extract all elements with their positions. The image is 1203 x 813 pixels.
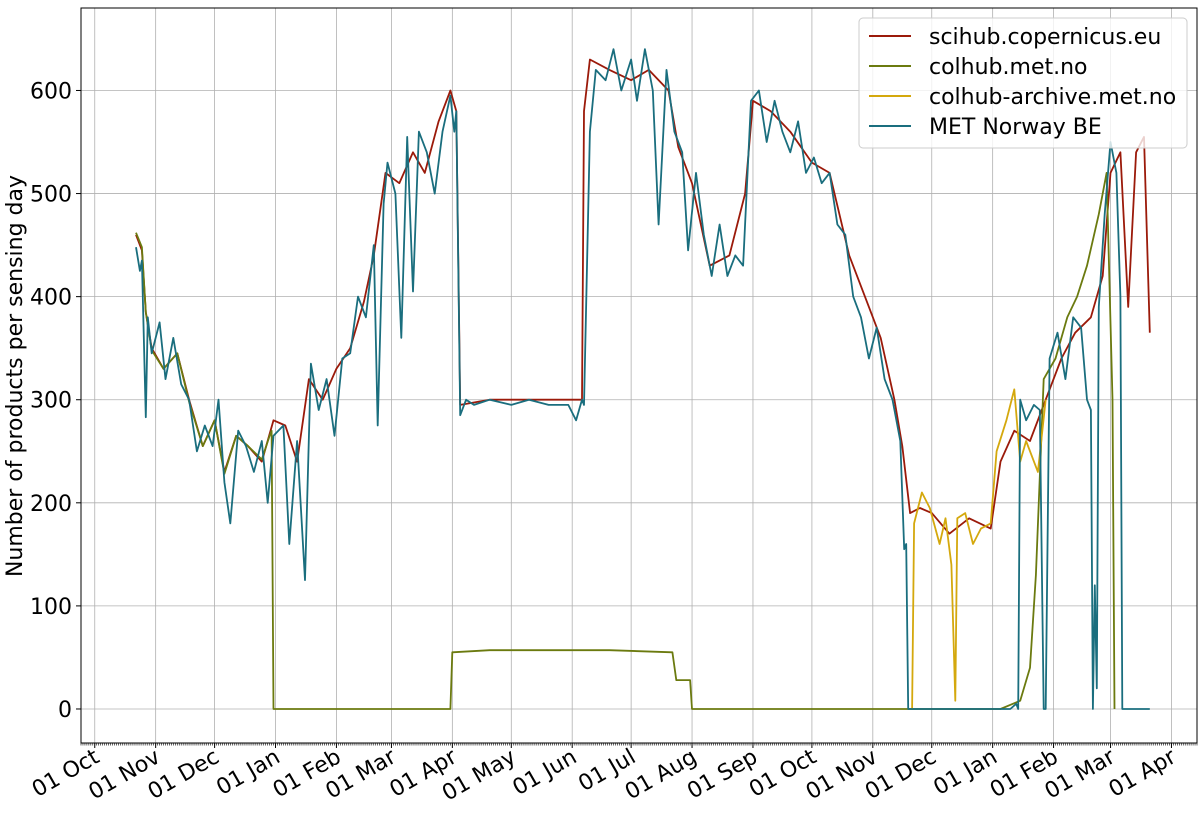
legend-label: colhub.met.no — [929, 55, 1088, 80]
y-tick-label: 0 — [58, 698, 72, 723]
x-tick-label: 01 Apr — [1105, 744, 1182, 803]
y-tick-label: 600 — [30, 79, 72, 104]
y-axis-title: Number of products per sensing day — [3, 175, 28, 577]
grid-lines — [81, 8, 1197, 743]
y-tick-label: 100 — [30, 595, 72, 620]
legend-label: scihub.copernicus.eu — [929, 25, 1161, 50]
legend: scihub.copernicus.eu colhub.met.no colhub-… — [858, 17, 1188, 149]
series-line-met-norway-be — [135, 48, 1150, 710]
legend-label: MET Norway BE — [929, 115, 1102, 140]
y-tick-label: 200 — [30, 492, 72, 517]
y-tick-label: 300 — [30, 389, 72, 414]
y-axis: 0 100 200 300 400 500 600 — [30, 79, 81, 723]
y-tick-label: 500 — [30, 183, 72, 208]
x-tick-label: 01 Jun — [509, 745, 582, 801]
x-minor-ticks — [80, 743, 1198, 746]
legend-label: colhub-archive.met.no — [929, 85, 1176, 110]
series-lines — [135, 48, 1151, 710]
x-tick-label: 01 Jan — [929, 745, 1001, 801]
legend-box — [858, 17, 1188, 149]
x-tick-label: 01 Sep — [683, 745, 762, 805]
series-line-colhub-met-no — [135, 171, 1116, 710]
y-tick-label: 400 — [30, 286, 72, 311]
x-tick-label: 01 Jan — [212, 745, 284, 801]
x-tick-label: 01 Aug — [621, 745, 701, 806]
